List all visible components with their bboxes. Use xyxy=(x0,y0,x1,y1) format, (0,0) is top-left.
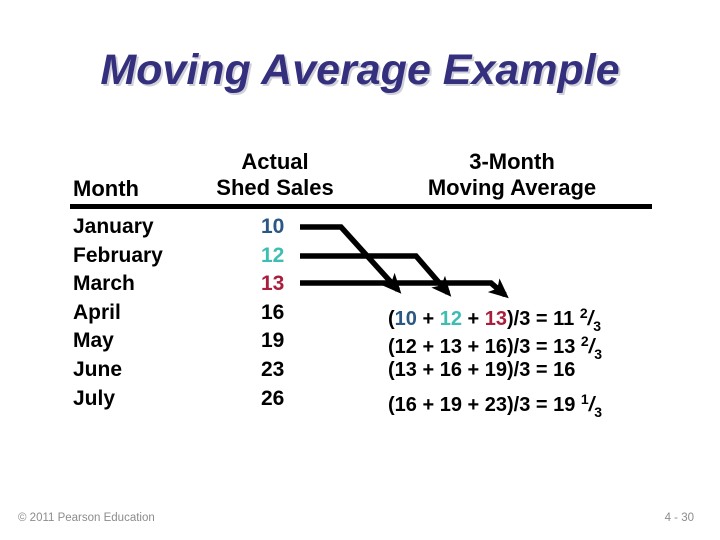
formula-line: (10 + 12 + 13)/3 = 11 2/3 xyxy=(388,299,602,334)
sales-cell: 12 xyxy=(261,243,285,267)
formula-line: (12 + 13 + 16)/3 = 13 2/3 xyxy=(388,327,602,362)
column-header-average-line2: Moving Average xyxy=(427,175,597,200)
month-cell: February xyxy=(73,243,163,267)
formula-part: / xyxy=(587,307,594,330)
copyright-text: © 2011 Pearson Education xyxy=(18,512,155,524)
column-header-moving-average: 3-Month Moving Average xyxy=(362,149,662,201)
formula-line: (13 + 16 + 19)/3 = 16 xyxy=(388,356,602,385)
month-cell: June xyxy=(73,357,123,381)
formula-part: 1 xyxy=(580,390,589,407)
month-column: January February March April May June July xyxy=(73,213,163,413)
sales-cell: 10 xyxy=(261,215,285,238)
formula-part: 10 xyxy=(394,307,417,330)
formula-part: / xyxy=(588,393,595,416)
formula-part: (16 + 19 + 23)/3 = 19 xyxy=(388,393,581,416)
arrow-march-value xyxy=(300,278,509,299)
formula-part: 3 xyxy=(594,346,603,363)
formula-part: / xyxy=(588,336,595,359)
column-header-sales-line2: Shed Sales xyxy=(216,175,334,200)
formula-part: (12 + 13 + 16)/3 = 13 xyxy=(388,336,581,359)
arrow-february-value xyxy=(300,253,452,297)
month-cell: April xyxy=(73,300,121,324)
month-cell: January xyxy=(73,215,154,238)
column-header-average-line1: 3-Month xyxy=(469,149,555,174)
formula-part: 3 xyxy=(594,403,603,420)
formula-part: 13 xyxy=(484,307,508,330)
month-cell: May xyxy=(73,329,114,353)
sales-cell: 23 xyxy=(261,357,285,381)
formula-part: (13 + 16 + 19)/3 = 16 xyxy=(388,358,576,381)
formula-part: 2 xyxy=(580,333,589,350)
formula-part: ( xyxy=(388,307,395,330)
sales-column: 10 12 13 16 19 23 26 xyxy=(261,213,284,413)
month-cell: July xyxy=(73,386,116,410)
formula-part: 3 xyxy=(593,317,602,334)
arrow-january-value xyxy=(300,224,402,294)
column-header-actual-shed-sales: Actual Shed Sales xyxy=(125,149,425,201)
formula-line: (16 + 19 + 23)/3 = 19 1/3 xyxy=(388,385,602,420)
formula-part: + xyxy=(461,307,485,330)
header-divider-line xyxy=(70,204,652,209)
page-number: 4 - 30 xyxy=(664,512,694,524)
sales-cell: 19 xyxy=(261,329,285,353)
sales-cell: 26 xyxy=(261,386,285,410)
column-header-sales-line1: Actual xyxy=(241,149,309,174)
formula-part: )/3 = 11 xyxy=(507,307,580,330)
formula-part: 2 xyxy=(579,304,588,321)
column-header-month: Month xyxy=(73,176,139,201)
formula-column: (10 + 12 + 13)/3 = 11 2/3 (12 + 13 + 16)/… xyxy=(388,299,602,420)
formula-part: 12 xyxy=(439,307,462,330)
month-cell: March xyxy=(73,272,135,296)
sales-cell: 13 xyxy=(261,272,285,296)
slide-title: Moving Average Example xyxy=(100,46,620,94)
formula-part: + xyxy=(416,307,440,330)
sales-cell: 16 xyxy=(261,300,285,324)
